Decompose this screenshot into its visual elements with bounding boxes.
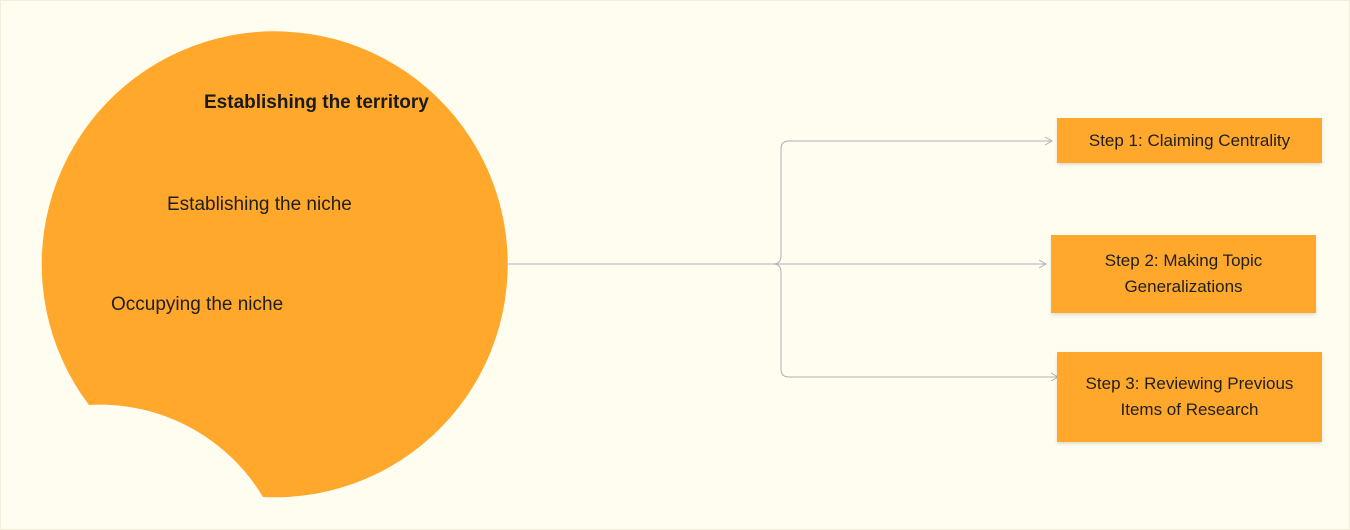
territory-crescent [41, 31, 508, 498]
step-2-box[interactable]: Step 2: Making Topic Generalizations [1051, 235, 1316, 313]
arrowhead-step-2 [1038, 259, 1048, 269]
step-3-label: Step 3: Reviewing Previous Items of Rese… [1085, 374, 1294, 419]
connector-step-3 [772, 263, 1057, 378]
step-2-label: Step 2: Making Topic Generalizations [1104, 251, 1263, 296]
label-occupying-niche: Occupying the niche [111, 294, 284, 315]
step-3-box[interactable]: Step 3: Reviewing Previous Items of Rese… [1057, 352, 1322, 442]
label-establishing-niche: Establishing the niche [167, 194, 352, 215]
step-1-box[interactable]: Step 1: Claiming Centrality [1057, 118, 1322, 163]
connector-step-1 [772, 140, 1051, 265]
arrowhead-step-1 [1044, 136, 1054, 146]
step-1-label: Step 1: Claiming Centrality [1088, 130, 1291, 150]
label-establishing-territory: Establishing the territory [204, 92, 429, 113]
